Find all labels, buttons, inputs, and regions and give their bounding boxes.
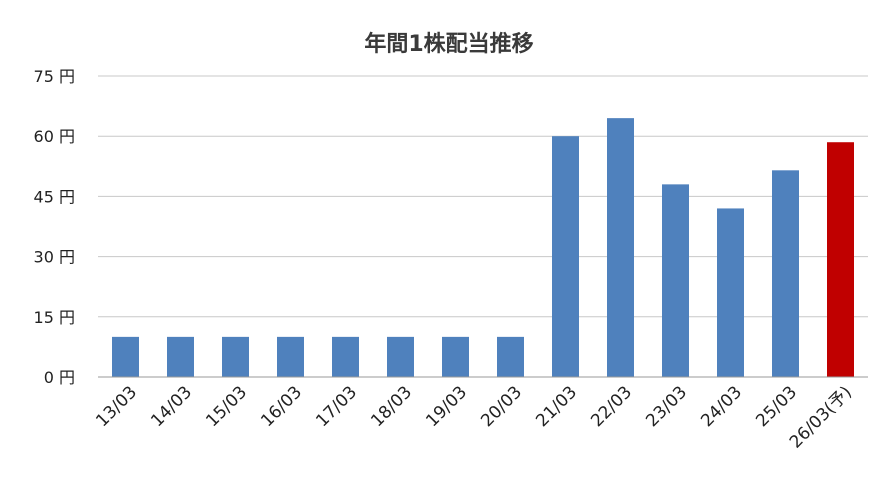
- x-tick-label: 21/03: [532, 382, 581, 431]
- y-tick-label: 60 円: [34, 127, 75, 146]
- x-tick-label: 23/03: [642, 382, 691, 431]
- x-tick-label: 18/03: [367, 382, 416, 431]
- y-tick-label: 45 円: [34, 187, 75, 206]
- bar: [607, 118, 634, 377]
- bar: [387, 336, 414, 377]
- bar: [112, 336, 139, 377]
- x-tick-label: 17/03: [312, 382, 361, 431]
- bar-forecast: [827, 142, 854, 377]
- bar: [277, 336, 304, 377]
- bar: [167, 336, 194, 377]
- x-tick-label: 16/03: [257, 382, 306, 431]
- bars: [112, 118, 854, 377]
- y-tick-label: 30 円: [34, 248, 75, 267]
- bar: [772, 170, 799, 377]
- y-tick-label: 0 円: [44, 368, 75, 387]
- y-tick-label: 15 円: [34, 308, 75, 327]
- x-tick-label: 22/03: [587, 382, 636, 431]
- bar: [552, 136, 579, 377]
- y-axis-ticks: 0 円 15 円 30 円 45 円 60 円 75 円: [34, 67, 75, 387]
- x-tick-label: 24/03: [697, 382, 746, 431]
- x-tick-label: 15/03: [202, 382, 251, 431]
- gridlines: [98, 75, 868, 318]
- x-tick-label: 13/03: [92, 382, 141, 431]
- x-tick-label: 14/03: [147, 382, 196, 431]
- chart-title: 年間1株配当推移: [364, 31, 533, 57]
- bar: [332, 336, 359, 377]
- bar: [442, 336, 469, 377]
- x-tick-label: 20/03: [477, 382, 526, 431]
- x-tick-label: 25/03: [752, 382, 801, 431]
- x-axis-ticks: 13/03 14/03 15/03 16/03 17/03 18/03 19/03 20/03…: [92, 382, 856, 452]
- x-tick-label: 19/03: [422, 382, 471, 431]
- bar: [497, 336, 524, 377]
- bar: [222, 336, 249, 377]
- bar: [717, 208, 744, 377]
- bar: [662, 184, 689, 377]
- y-tick-label: 75 円: [34, 67, 75, 86]
